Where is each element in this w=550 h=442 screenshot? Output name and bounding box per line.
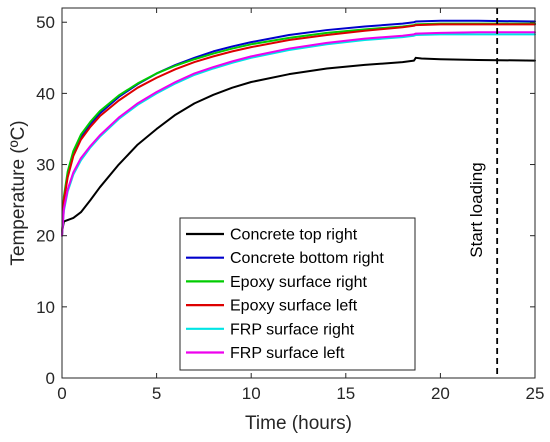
series-line-6 — [61, 31, 536, 237]
x-tick-label: 10 — [242, 384, 261, 403]
y-tick-label: 10 — [36, 298, 55, 317]
legend-label: Concrete top right — [230, 227, 358, 244]
x-axis-label: Time (hours) — [245, 413, 352, 434]
y-tick-label: 0 — [46, 369, 55, 388]
axes-layer: 0 5 10 15 20 25 0 10 20 30 40 50 — [36, 7, 545, 403]
legend-label: Concrete bottom right — [230, 250, 384, 267]
y-tick-label: 30 — [36, 156, 55, 175]
series-line-5 — [61, 33, 536, 237]
legend-label: FRP surface left — [230, 345, 345, 362]
y-tick-label: 40 — [36, 84, 55, 103]
plot-frame — [61, 7, 536, 379]
x-tick-label: 15 — [336, 384, 355, 403]
x-tick-label: 20 — [431, 384, 450, 403]
start-loading-annotation: Start loading — [467, 162, 486, 257]
y-axis-label: Temperature (ºC) — [8, 120, 29, 265]
legend-label: FRP surface right — [230, 321, 355, 338]
series-line-4 — [61, 23, 536, 237]
y-tick-label: 20 — [36, 227, 55, 246]
series-layer — [61, 19, 536, 237]
x-tick-label: 25 — [526, 384, 545, 403]
series-line-1 — [61, 56, 536, 234]
x-tick-label: 5 — [152, 384, 161, 403]
x-tick-label: 0 — [57, 384, 66, 403]
y-tick-label: 50 — [36, 13, 55, 32]
legend: Concrete top right Concrete bottom right E… — [179, 217, 416, 371]
legend-label: Epoxy surface left — [230, 298, 358, 315]
legend-label: Epoxy surface right — [230, 274, 368, 291]
legend-box — [179, 217, 416, 371]
